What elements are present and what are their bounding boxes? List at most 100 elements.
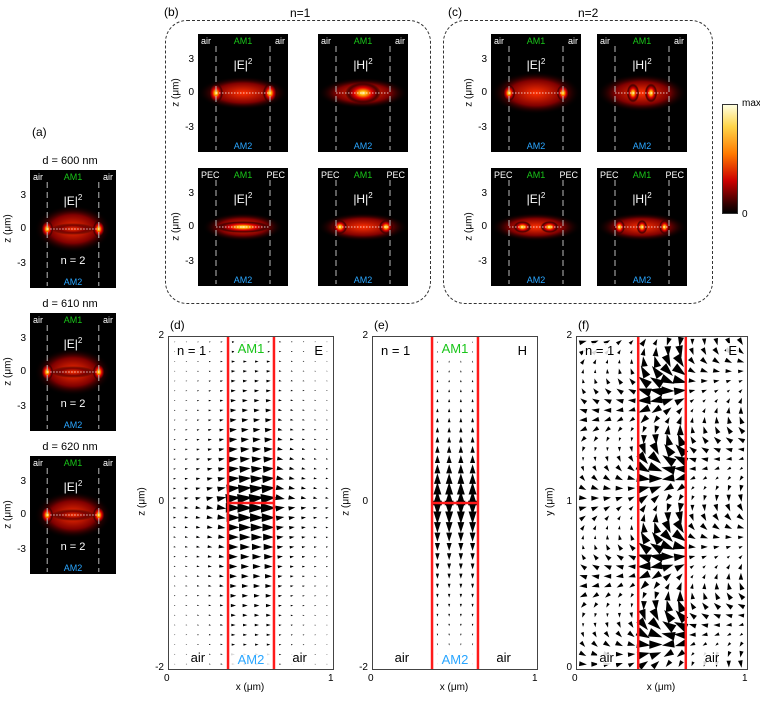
field-arrow <box>185 409 188 411</box>
field-arrow <box>715 642 719 646</box>
field-label: |E|2 <box>198 190 288 205</box>
field-arrow <box>325 458 329 460</box>
vector-plot-e: n = 1 H AM1 AM2 air air <box>372 336 538 670</box>
field-arrow <box>197 341 199 343</box>
field-arrow <box>691 495 695 501</box>
field-arrow <box>326 644 328 646</box>
y-tick-label: -3 <box>185 122 194 134</box>
field-arrow <box>185 439 188 441</box>
field-arrow <box>581 369 584 374</box>
field-arrow <box>630 437 634 442</box>
field-arrow <box>714 416 720 424</box>
field-arrow <box>661 564 674 572</box>
field-arrow <box>579 515 586 522</box>
field-arrow <box>185 400 188 402</box>
field-arrow <box>173 448 176 451</box>
field-arrow <box>313 467 317 470</box>
field-arrow <box>627 652 636 658</box>
field-arrow <box>726 592 733 601</box>
field-arrow <box>641 600 647 610</box>
field-arrow <box>261 484 276 494</box>
field-arrow <box>738 456 744 460</box>
field-arrow <box>616 455 621 462</box>
field-arrow <box>678 337 685 347</box>
field-arrow <box>649 640 663 649</box>
field-arrow <box>196 535 201 539</box>
field-arrow <box>690 504 695 511</box>
field-arrow <box>618 437 622 442</box>
panel-label-a: (a) <box>32 125 47 139</box>
field-arrow <box>661 519 671 534</box>
field-arrow <box>470 563 475 570</box>
region-label-right: air <box>702 650 722 665</box>
field-arrow <box>724 513 732 521</box>
field-arrow <box>251 533 263 541</box>
field-arrow <box>218 534 226 539</box>
field-arrow <box>578 340 587 346</box>
field-arrow <box>313 546 317 549</box>
header-n2: n=2 <box>578 6 599 20</box>
field-arrow <box>637 561 651 571</box>
colorbar-min-label: 0 <box>742 209 748 220</box>
field-arrow <box>580 398 588 405</box>
field-arrow <box>647 462 663 472</box>
field-arrow <box>314 341 317 343</box>
field-arrow <box>640 580 650 590</box>
field-arrow <box>737 369 744 374</box>
field-arrow <box>593 456 597 462</box>
field-arrow <box>288 506 296 511</box>
field-arrow <box>649 486 662 494</box>
field-arrow <box>326 654 328 655</box>
field-arrow <box>445 522 453 533</box>
region-label-left: air <box>597 650 616 665</box>
field-arrow <box>435 573 440 579</box>
field-arrow <box>185 663 188 665</box>
field-arrow <box>326 566 329 568</box>
field-arrow <box>262 475 275 484</box>
region-label-right: air <box>567 36 578 46</box>
field-arrow <box>640 531 651 545</box>
x-tick-label: 1 <box>328 673 334 684</box>
heatmap-c-pec-E: PEC AM1 PEC AM2 |E|2 <box>491 168 581 286</box>
field-arrow <box>470 553 475 561</box>
field-arrow <box>460 643 462 646</box>
field-arrow <box>580 631 584 638</box>
field-arrow <box>301 526 306 530</box>
field-arrow <box>279 350 282 353</box>
field-arrow <box>739 416 745 425</box>
field-arrow <box>702 565 706 569</box>
y-tick-label: 1 <box>566 496 572 507</box>
field-arrow <box>469 464 476 474</box>
field-arrow <box>434 473 441 484</box>
field-arrow <box>197 594 200 597</box>
field-arrow <box>251 456 262 463</box>
mode-order-label: n = 1 <box>175 343 209 358</box>
field-arrow <box>738 380 743 384</box>
field-arrow <box>219 399 224 402</box>
field-arrow <box>727 582 732 591</box>
field-name: |H| <box>353 58 369 73</box>
field-arrow <box>447 583 451 589</box>
field-arrow <box>714 582 720 590</box>
region-label-right: air <box>394 36 405 46</box>
field-arrow <box>266 643 271 646</box>
field-arrow <box>185 555 188 558</box>
field-arrow <box>689 475 696 480</box>
field-arrow <box>231 350 236 353</box>
field-arrow <box>471 398 474 403</box>
field-arrow <box>714 632 720 636</box>
field-arrow <box>690 602 697 610</box>
field-arrow <box>677 599 687 613</box>
field-arrow <box>615 630 622 638</box>
field-arrow <box>254 399 260 403</box>
field-arrow <box>219 409 224 412</box>
field-arrow <box>458 542 464 551</box>
heatmap-b-air-H: air AM1 air AM2 |H|2 <box>318 34 408 152</box>
field-arrow <box>650 661 660 669</box>
field-arrow <box>582 378 585 384</box>
field-arrow <box>715 476 719 480</box>
field-intensity-map <box>34 468 112 572</box>
field-arrow <box>326 341 328 343</box>
field-arrow <box>230 389 236 393</box>
field-arrow <box>254 389 260 393</box>
